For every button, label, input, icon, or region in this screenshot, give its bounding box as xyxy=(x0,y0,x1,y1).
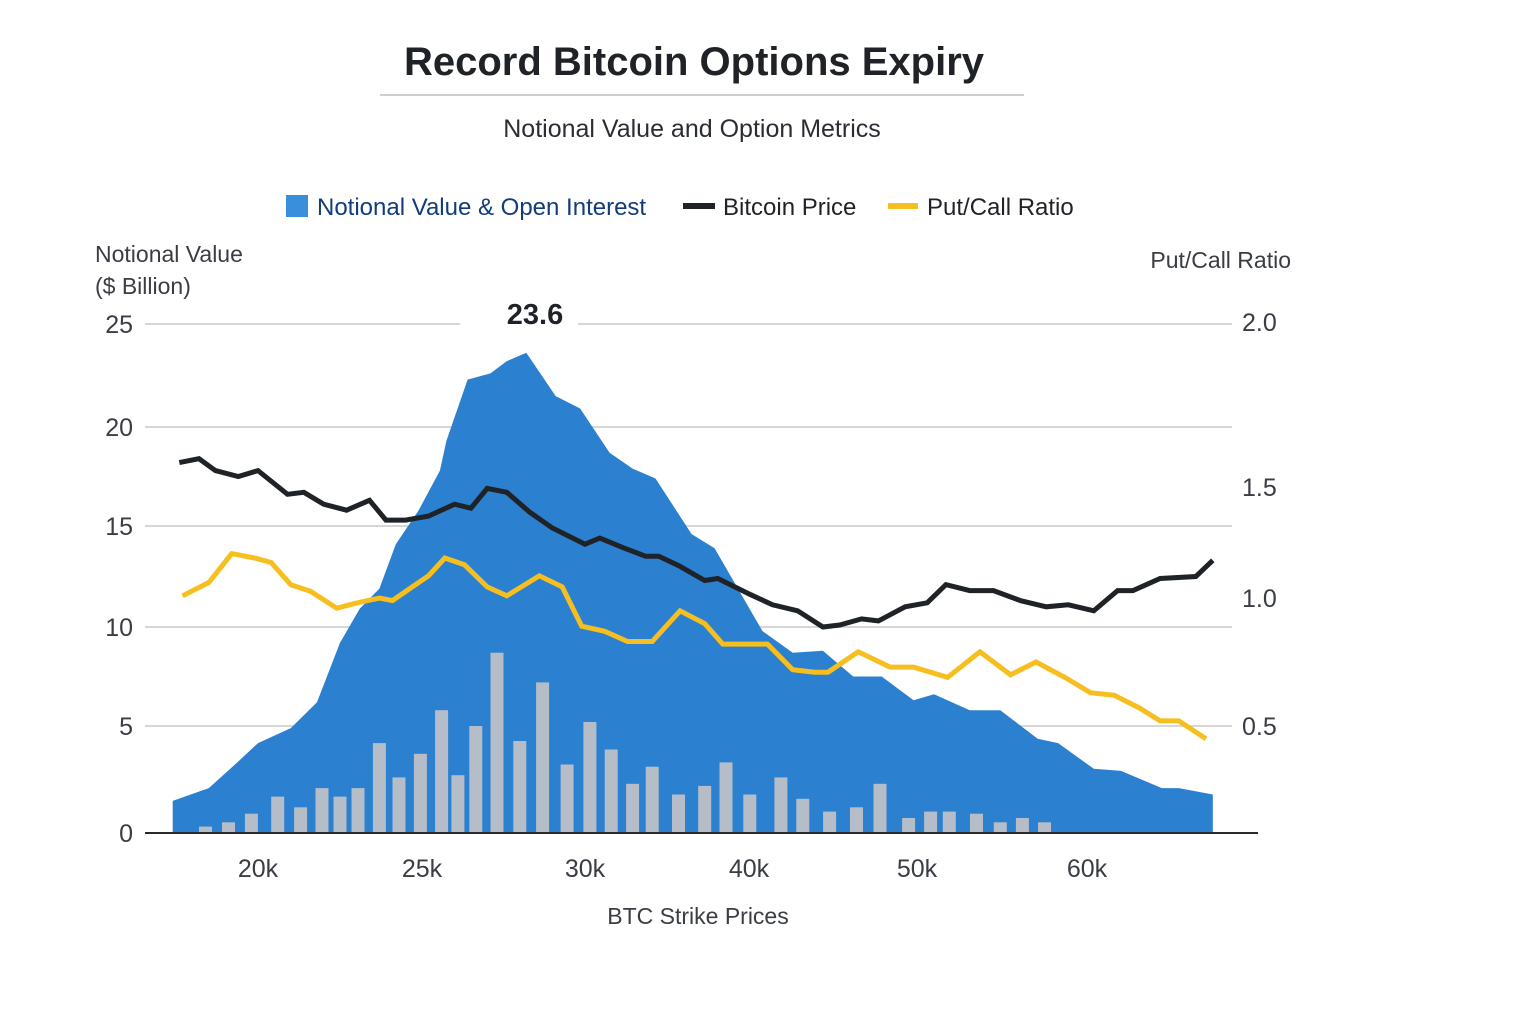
open-interest-bar xyxy=(372,743,386,833)
open-interest-bars xyxy=(199,652,1051,833)
y-right-tick-label: 0.5 xyxy=(1242,713,1277,741)
open-interest-bar xyxy=(942,811,956,833)
y-left-tick-label: 25 xyxy=(105,311,133,339)
open-interest-bar xyxy=(1038,822,1051,833)
legend-swatch-notional xyxy=(286,195,308,217)
open-interest-bar xyxy=(222,822,235,833)
open-interest-bar xyxy=(1015,818,1029,833)
open-interest-bar xyxy=(796,798,810,833)
put-call-ratio-line xyxy=(181,550,1208,741)
x-tick-label: 20k xyxy=(238,855,279,883)
y-right-tick-label: 2.0 xyxy=(1242,309,1277,337)
lines-layer xyxy=(178,456,1215,741)
legend: Notional Value & Open Interest Bitcoin P… xyxy=(286,194,1074,221)
open-interest-bar xyxy=(743,794,757,833)
open-interest-bar xyxy=(924,811,938,833)
legend-label-notional: Notional Value & Open Interest xyxy=(317,194,646,221)
chart-subtitle: Notional Value and Option Metrics xyxy=(503,115,881,143)
peak-annotation: 23.6 xyxy=(507,299,563,331)
open-interest-bar xyxy=(315,788,329,833)
legend-label-btc: Bitcoin Price xyxy=(723,194,856,221)
y-right-axis-title: Put/Call Ratio xyxy=(1150,247,1291,273)
open-interest-bar xyxy=(536,682,550,833)
open-interest-bar xyxy=(333,796,347,833)
open-interest-bar xyxy=(823,811,837,833)
chart-title: Record Bitcoin Options Expiry xyxy=(404,40,985,84)
y-left-tick-label: 10 xyxy=(105,614,133,642)
open-interest-bar xyxy=(490,652,504,833)
open-interest-bar xyxy=(698,785,712,833)
legend-swatch-pcr xyxy=(888,203,918,209)
bitcoin-price-line xyxy=(178,456,1215,630)
y-right-tick-label: 1.0 xyxy=(1242,585,1277,613)
y-left-axis-title-line1: Notional Value xyxy=(95,241,243,267)
open-interest-bar xyxy=(583,722,597,833)
x-axis-title: BTC Strike Prices xyxy=(607,903,788,929)
open-interest-bar xyxy=(271,796,285,833)
y-left-tick-label: 15 xyxy=(105,513,133,541)
legend-label-pcr: Put/Call Ratio xyxy=(927,194,1074,221)
notional-value-area xyxy=(172,352,1213,833)
x-tick-label: 50k xyxy=(897,855,938,883)
legend-swatch-btc xyxy=(683,203,715,209)
open-interest-bar xyxy=(719,762,733,833)
open-interest-bar xyxy=(351,788,365,833)
open-interest-bar xyxy=(626,783,640,833)
open-interest-bar xyxy=(645,766,659,833)
open-interest-bar xyxy=(451,775,465,833)
open-interest-bar xyxy=(850,807,863,833)
y-left-tick-label: 20 xyxy=(105,414,133,442)
open-interest-bar xyxy=(413,753,427,833)
open-interest-bar xyxy=(970,813,983,833)
open-interest-bar xyxy=(435,710,449,833)
x-tick-label: 25k xyxy=(402,855,443,883)
y-left-axis-title-line2: ($ Billion) xyxy=(95,273,191,299)
x-tick-label: 30k xyxy=(565,855,606,883)
open-interest-bar xyxy=(469,726,483,833)
open-interest-bar xyxy=(244,813,258,833)
x-tick-label: 40k xyxy=(729,855,770,883)
open-interest-bar xyxy=(993,822,1007,833)
open-interest-bar xyxy=(560,764,574,833)
open-interest-bar xyxy=(604,749,618,833)
open-interest-bar xyxy=(294,807,308,833)
open-interest-bar xyxy=(513,741,527,833)
tick-labels: 0 5 10 15 20 25 0.5 1.0 1.5 2.0 20k 25k 30k 40k 50k 60k xyxy=(105,309,1277,883)
y-right-tick-label: 1.5 xyxy=(1242,474,1277,502)
y-left-tick-label: 0 xyxy=(119,820,133,848)
open-interest-bar xyxy=(392,777,406,833)
open-interest-bar xyxy=(774,777,788,833)
open-interest-bar xyxy=(902,818,916,833)
notional-area-layer xyxy=(172,352,1213,833)
open-interest-bar xyxy=(672,794,685,833)
x-tick-label: 60k xyxy=(1067,855,1108,883)
open-interest-bar xyxy=(873,783,887,833)
y-left-tick-label: 5 xyxy=(119,713,133,741)
open-interest-bar xyxy=(199,826,212,833)
